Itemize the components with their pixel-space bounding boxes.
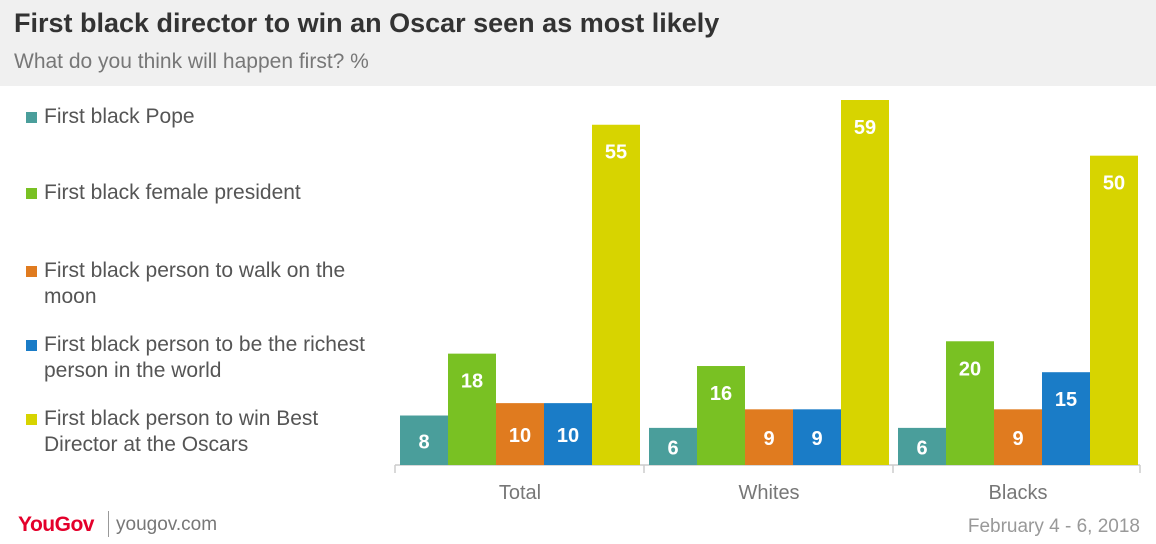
legend-label: First black female president (44, 181, 301, 204)
chart-title: First black director to win an Oscar see… (14, 8, 720, 38)
data-label: 55 (605, 142, 627, 164)
data-label: 59 (854, 117, 876, 139)
bar (1090, 155, 1138, 465)
legend-label: First black person to be the richest per… (44, 333, 365, 382)
bar (697, 366, 745, 465)
data-label: 50 (1103, 173, 1125, 195)
footer-divider (108, 511, 109, 537)
category-label: Whites (738, 482, 799, 504)
bar (592, 124, 640, 466)
legend-label: First black person to walk on the moon (44, 259, 346, 308)
data-label: 8 (418, 431, 429, 453)
data-label: 20 (959, 358, 981, 380)
bar (1042, 372, 1090, 465)
legend-swatch (26, 266, 37, 277)
data-label: 18 (461, 371, 483, 393)
category-label: Blacks (989, 482, 1048, 504)
bar (496, 403, 544, 465)
bar (898, 427, 946, 465)
bar (745, 409, 793, 465)
legend-swatch (26, 340, 37, 351)
bar (649, 427, 697, 465)
bar (544, 403, 592, 465)
data-label: 10 (557, 425, 579, 447)
data-label: 9 (1012, 428, 1023, 450)
data-label: 6 (667, 437, 678, 459)
data-label: 16 (710, 383, 732, 405)
legend-swatch (26, 188, 37, 199)
data-label: 9 (811, 428, 822, 450)
chart-header: First black director to win an Oscar see… (0, 0, 1156, 86)
bar (841, 100, 889, 465)
legend-label: First black person to win Best Director … (44, 407, 319, 456)
bar (994, 409, 1042, 465)
legend-swatch (26, 414, 37, 425)
data-label: 15 (1055, 389, 1077, 411)
footer-site[interactable]: yougov.com (116, 514, 218, 535)
chart-subtitle: What do you think will happen first? % (14, 50, 369, 73)
legend-swatch (26, 112, 37, 123)
bar (946, 341, 994, 465)
yougov-logo: YouGov (18, 513, 94, 536)
data-label: 9 (763, 428, 774, 450)
bar (793, 409, 841, 465)
legend-label: First black Pope (44, 105, 195, 128)
bar (400, 415, 448, 465)
bar (448, 353, 496, 465)
data-label: 10 (509, 425, 531, 447)
footer-date: February 4 - 6, 2018 (967, 516, 1140, 537)
data-label: 6 (916, 437, 927, 459)
category-label: Total (499, 482, 541, 504)
